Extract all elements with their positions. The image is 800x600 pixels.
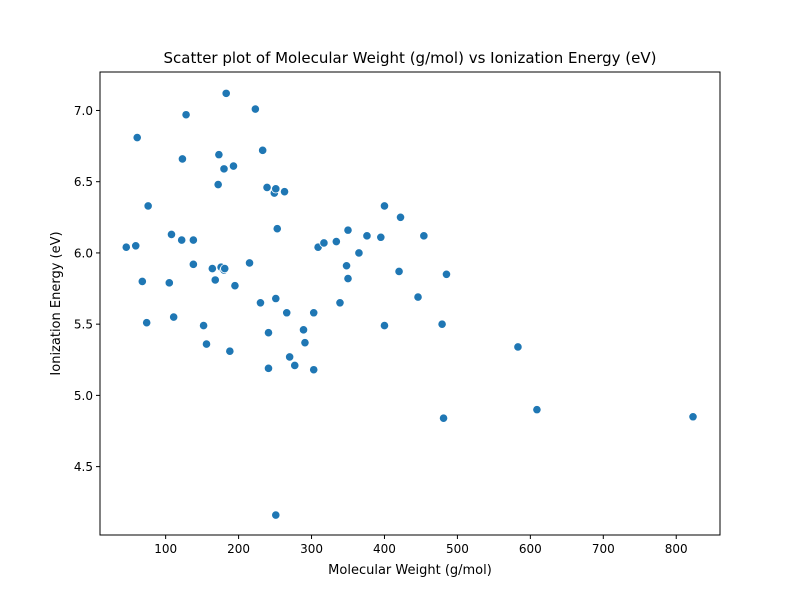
- data-point: [343, 273, 353, 284]
- data-point: [230, 281, 240, 291]
- x-tick-label: 500: [446, 542, 469, 556]
- y-tick-label: 5.5: [74, 318, 93, 332]
- y-tick-label: 5.0: [74, 389, 93, 403]
- data-point: [137, 276, 147, 287]
- data-point: [169, 312, 179, 322]
- data-point: [213, 179, 223, 190]
- data-point: [250, 104, 260, 114]
- y-axis-label: Ionization Energy (eV): [49, 231, 64, 375]
- plot-frame: [99, 71, 721, 536]
- data-point: [142, 318, 152, 328]
- x-tick-label: 300: [300, 542, 323, 556]
- data-point: [354, 248, 364, 258]
- data-point: [207, 263, 217, 274]
- x-tick-label: 800: [665, 542, 688, 556]
- x-tick-label: 600: [519, 542, 542, 556]
- data-point: [688, 412, 698, 422]
- data-point: [255, 298, 266, 308]
- x-tick-label: 400: [373, 542, 396, 556]
- x-tick-label: 100: [154, 542, 177, 556]
- data-point: [188, 259, 198, 269]
- data-point: [221, 88, 231, 98]
- y-tick-label: 4.5: [74, 460, 93, 474]
- data-point: [131, 241, 141, 251]
- data-point: [335, 298, 345, 308]
- data-point: [376, 232, 386, 242]
- data-point: [300, 338, 310, 348]
- data-point: [419, 231, 429, 241]
- y-axis-ticks: 4.5 5.0 5.5 6.0 6.5 7.0: [74, 104, 100, 474]
- x-axis-label: Molecular Weight (g/mol): [328, 563, 492, 578]
- data-point: [413, 292, 423, 302]
- data-point: [263, 328, 274, 338]
- y-tick-label: 6.5: [74, 175, 93, 189]
- data-point: [272, 224, 282, 234]
- data-point: [181, 110, 191, 120]
- data-point: [285, 352, 295, 362]
- data-point: [394, 266, 404, 277]
- data-point: [331, 236, 341, 247]
- data-point: [379, 201, 390, 211]
- data-point: [298, 325, 309, 335]
- data-point: [309, 365, 319, 375]
- data-point: [177, 235, 187, 245]
- data-point: [262, 182, 272, 192]
- data-point: [290, 360, 300, 371]
- data-point: [271, 184, 281, 194]
- data-point: [271, 510, 281, 520]
- data-point: [532, 405, 542, 415]
- data-point: [441, 269, 452, 279]
- data-point: [164, 278, 174, 288]
- data-point: [225, 346, 235, 356]
- y-tick-label: 6.0: [74, 246, 93, 260]
- data-point: [263, 363, 274, 373]
- x-tick-label: 200: [227, 542, 250, 556]
- data-point: [198, 320, 209, 331]
- data-point: [244, 258, 255, 268]
- data-point: [166, 229, 177, 240]
- data-point: [438, 413, 449, 423]
- points-layer: [121, 88, 698, 520]
- data-point: [395, 212, 406, 222]
- x-axis-ticks: 100 200 300 400 500 600 700 800: [154, 535, 688, 556]
- y-tick-label: 7.0: [74, 104, 93, 118]
- data-point: [319, 238, 329, 248]
- data-point: [177, 154, 188, 164]
- data-point: [282, 308, 292, 318]
- data-point: [132, 132, 142, 143]
- data-point: [362, 231, 372, 241]
- data-point: [121, 242, 131, 252]
- chart-title: Scatter plot of Molecular Weight (g/mol)…: [163, 49, 656, 67]
- data-point: [309, 308, 319, 318]
- data-point: [214, 150, 224, 160]
- data-point: [513, 342, 523, 352]
- data-point: [437, 319, 447, 329]
- data-point: [271, 293, 281, 304]
- data-point: [341, 261, 352, 271]
- data-point: [228, 161, 239, 171]
- data-point: [343, 225, 353, 235]
- data-point: [379, 320, 390, 331]
- data-point: [258, 145, 268, 155]
- data-point: [279, 187, 290, 197]
- data-point: [210, 275, 220, 285]
- data-point: [220, 263, 230, 274]
- data-point: [201, 339, 212, 349]
- data-point: [219, 164, 229, 174]
- data-point: [143, 201, 153, 211]
- x-tick-label: 700: [592, 542, 615, 556]
- data-point: [188, 235, 198, 245]
